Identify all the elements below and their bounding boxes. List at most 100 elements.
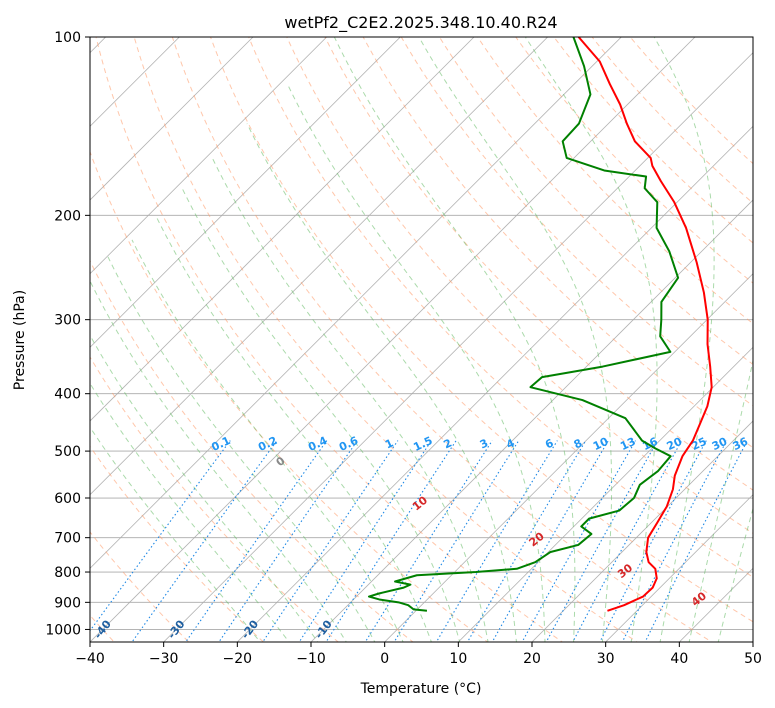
isotherm-line — [384, 273, 753, 642]
mixing-ratio-label: 3 — [478, 436, 490, 451]
x-tick-label: −20 — [223, 651, 253, 667]
isotherm-line — [531, 420, 753, 642]
moist-adiabat-label: 0 — [274, 454, 288, 469]
x-tick-label: 40 — [670, 651, 688, 667]
moist-adiabat-line — [688, 358, 753, 642]
dry-adiabat-line — [90, 150, 489, 642]
mixing-ratio-line — [325, 440, 457, 642]
moist-adiabat-line — [90, 279, 347, 642]
moist-adiabat-line — [246, 123, 517, 642]
mixing-ratio-label: 36 — [731, 435, 751, 453]
dry-adiabat-line — [515, 37, 753, 284]
temperature-profile-line — [577, 37, 713, 612]
x-axis-label: Temperature (°C) — [360, 681, 482, 697]
y-axis-label: Pressure (hPa) — [12, 290, 28, 390]
moist-adiabat-line — [90, 426, 261, 642]
chart-title: wetPf2_C2E2.2025.348.10.40.R24 — [284, 13, 557, 33]
isotherm-line — [90, 37, 328, 275]
isotherm-line — [90, 37, 475, 422]
dry-adiabat-line — [591, 37, 753, 204]
dry-adiabat-line — [209, 37, 753, 623]
mixing-ratio-line — [545, 440, 659, 642]
axes: −40 −30 −20 −10 0 10 20 30 40 50 100 200 300 400 500 60… — [45, 30, 762, 667]
isotherm-line — [310, 199, 753, 642]
moist-adiabat-line — [107, 256, 376, 642]
background-lines — [90, 37, 753, 642]
isotherm-line — [90, 37, 180, 127]
mixing-ratio-label: 1 — [383, 436, 395, 451]
mixing-ratio-line — [491, 440, 609, 642]
dewpoint-profile-line — [367, 37, 680, 612]
x-tick-label: −40 — [75, 651, 105, 667]
dry-adiabat-label: -50 — [18, 617, 41, 641]
dry-adiabat-line — [324, 37, 753, 491]
mixing-ratio-line — [218, 440, 358, 642]
moist-adiabat-line — [90, 382, 290, 642]
moist-adiabat-line — [155, 215, 432, 642]
y-tick-label: 500 — [54, 444, 81, 460]
dry-adiabat-line — [133, 37, 638, 642]
moist-adiabat-line — [333, 37, 576, 642]
moist-adiabat-line — [181, 188, 461, 642]
y-tick-label: 700 — [54, 531, 81, 547]
dry-adiabat-line — [477, 37, 753, 325]
dry-adiabat-line — [400, 37, 753, 407]
mixing-ratio-line — [572, 440, 683, 642]
dry-adiabat-line — [438, 37, 753, 366]
mixing-ratio-line — [599, 440, 707, 642]
x-tick-label: 20 — [523, 651, 541, 667]
mixing-ratio-line — [393, 440, 520, 642]
curve-labels: 0.10.20.40.611.52346810131620253036-100-… — [18, 434, 751, 642]
mixing-ratio-label: 20 — [665, 435, 685, 453]
dry-adiabat-line — [90, 445, 265, 642]
isotherm-line — [457, 346, 753, 642]
moist-adiabat-line — [90, 334, 319, 642]
moist-adiabat-line — [524, 37, 658, 642]
x-tick-label: 10 — [449, 651, 467, 667]
mixing-ratio-label: 25 — [689, 435, 708, 453]
x-tick-label: −10 — [296, 651, 326, 667]
mixing-ratio-line — [262, 440, 399, 642]
y-tick-label: 200 — [54, 208, 81, 224]
mixing-ratio-line — [298, 440, 432, 642]
isotherm-line — [236, 125, 753, 642]
x-tick-label: −30 — [149, 651, 179, 667]
y-tick-label: 300 — [54, 313, 81, 329]
dry-adiabat-line — [90, 259, 414, 642]
isotherm-line — [163, 52, 753, 642]
dry-adiabat-line — [248, 37, 753, 578]
mixing-ratio-label: 13 — [618, 435, 637, 453]
dry-adiabat-line — [171, 37, 713, 642]
dry-adiabat-line — [90, 356, 340, 642]
y-tick-label: 400 — [54, 387, 81, 403]
moist-adiabat-line — [286, 83, 546, 642]
mixing-ratio-line — [466, 440, 587, 642]
y-tick-label: 600 — [54, 491, 81, 507]
isotherm-line — [90, 37, 622, 569]
dry-adiabat-line — [286, 37, 753, 534]
dry-adiabat-line — [362, 37, 753, 449]
isotherm-line — [752, 641, 753, 642]
moist-adiabat-line — [211, 157, 489, 642]
dry-adiabat-line — [95, 37, 564, 642]
sounding-series — [367, 37, 713, 612]
x-tick-label: 50 — [744, 651, 762, 667]
moist-adiabat-label: 20 — [527, 529, 547, 549]
moist-adiabat-label: 10 — [410, 493, 430, 513]
mixing-ratio-label: 30 — [710, 435, 730, 453]
isotherm-line — [90, 37, 254, 201]
x-tick-label: 30 — [597, 651, 615, 667]
mixing-ratio-line — [521, 440, 637, 642]
isotherm-line — [90, 37, 549, 496]
moist-adiabat-line — [418, 37, 613, 642]
isotherm-line — [90, 37, 696, 642]
dry-adiabat-line — [553, 37, 753, 244]
y-tick-label: 100 — [54, 30, 81, 46]
isotherm-line — [605, 494, 753, 642]
y-tick-label: 1000 — [45, 622, 81, 638]
dry-adiabat-line — [90, 531, 190, 642]
mixing-ratio-label: 2 — [442, 436, 454, 451]
mixing-ratio-label: 4 — [504, 436, 517, 451]
mixing-ratio-label: 10 — [591, 435, 611, 453]
